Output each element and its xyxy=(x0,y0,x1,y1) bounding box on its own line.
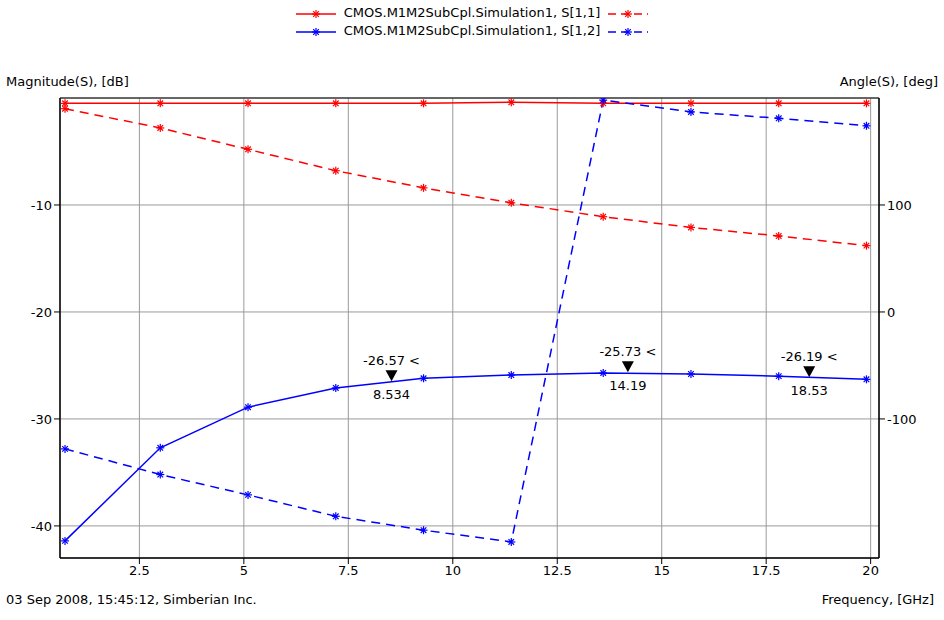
html-text:Angle(S), [deg]: Angle(S), [deg] xyxy=(839,74,938,89)
html-text:03 Sep 2008, 15:45:12, Simberi: 03 Sep 2008, 15:45:12, Simberian Inc. xyxy=(6,592,257,607)
svg-text:-26.57 <: -26.57 < xyxy=(363,353,420,368)
html-text:CMOS.M1M2SubCpl.Simulation1, S: CMOS.M1M2SubCpl.Simulation1, S[1,2] xyxy=(343,23,601,38)
svg-text:7.5: 7.5 xyxy=(338,563,359,578)
html-text:Magnitude(S), [dB]: Magnitude(S), [dB] xyxy=(6,74,129,89)
svg-text:-30: -30 xyxy=(31,412,52,427)
svg-text:100: 100 xyxy=(887,198,912,213)
svg-text:10: 10 xyxy=(445,563,462,578)
svg-text:8.534: 8.534 xyxy=(373,387,410,402)
svg-text:15: 15 xyxy=(653,563,670,578)
svg-text:-40: -40 xyxy=(31,519,52,534)
svg-text:2.5: 2.5 xyxy=(129,563,150,578)
svg-text:-25.73 <: -25.73 < xyxy=(599,344,656,359)
svg-text:0: 0 xyxy=(887,305,895,320)
svg-text:14.19: 14.19 xyxy=(609,378,646,393)
svg-text:18.53: 18.53 xyxy=(791,383,828,398)
svg-text:-26.19 <: -26.19 < xyxy=(781,349,838,364)
svg-text:5: 5 xyxy=(240,563,248,578)
html-text:Frequency, [GHz]: Frequency, [GHz] xyxy=(821,592,934,607)
svg-text:17.5: 17.5 xyxy=(752,563,781,578)
svg-text:-100: -100 xyxy=(887,412,917,427)
svg-text:-10: -10 xyxy=(31,198,52,213)
svg-text:12.5: 12.5 xyxy=(543,563,572,578)
svg-text:-20: -20 xyxy=(31,305,52,320)
svg-text:20: 20 xyxy=(862,563,879,578)
html-text:CMOS.M1M2SubCpl.Simulation1, S: CMOS.M1M2SubCpl.Simulation1, S[1,1] xyxy=(343,5,601,20)
